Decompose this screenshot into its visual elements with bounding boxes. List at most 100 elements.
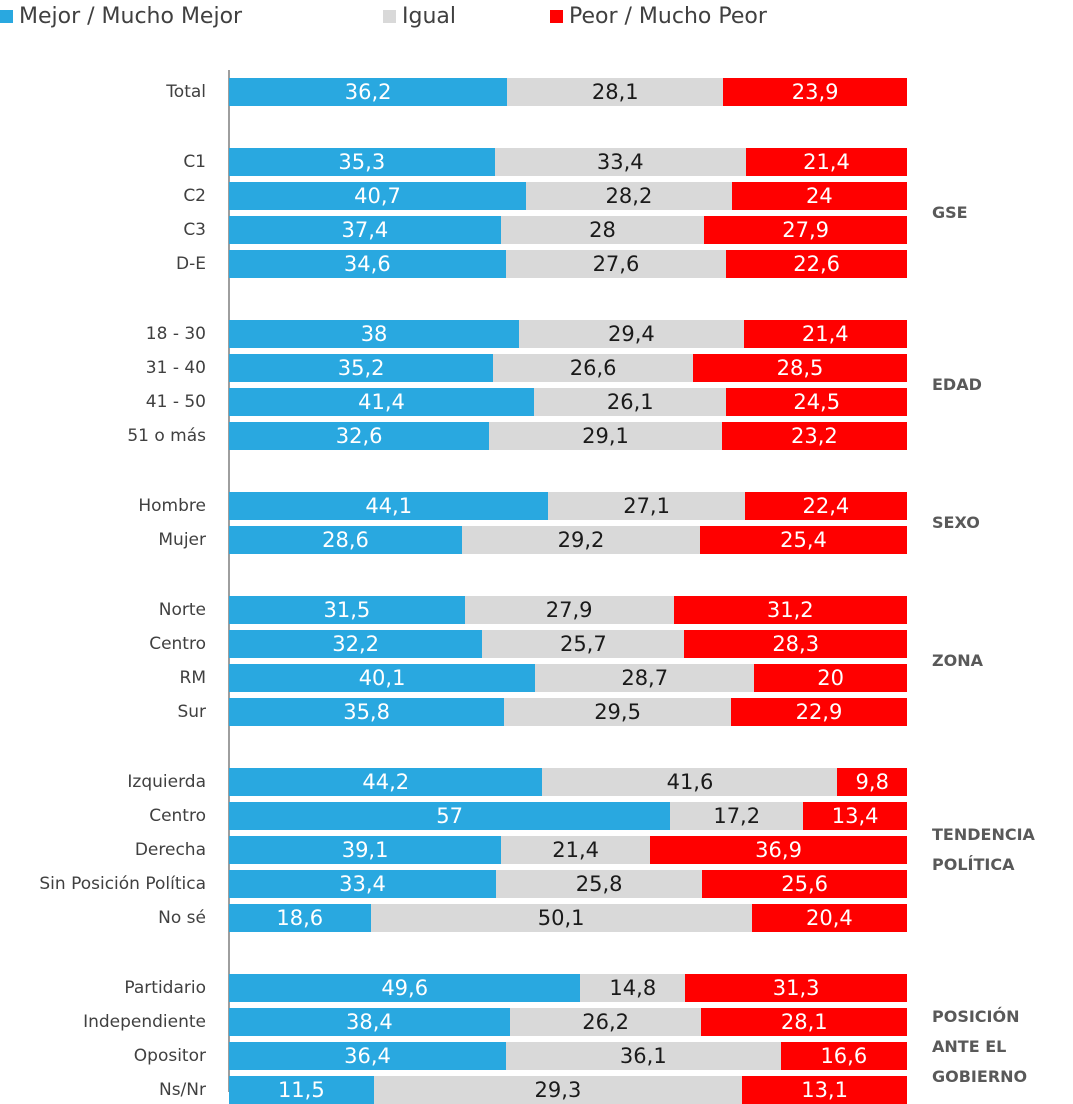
data-label: 40,7 [354,184,401,208]
bar-segment-mejor [229,1042,506,1070]
data-label: 27,9 [782,218,829,242]
data-label: 17,2 [713,804,761,828]
data-label: 28,6 [322,528,369,552]
bar-segment-mejor [229,148,495,176]
data-label: 27,9 [545,598,593,622]
data-label: 28 [589,218,616,242]
bar-segment-igual [535,664,755,692]
data-label: 22,9 [795,700,843,724]
bar-segment-igual [482,630,685,658]
data-label: 34,6 [343,252,391,276]
bar-segment-peor [726,250,907,278]
bar-segment-mejor [229,836,502,864]
bar-segment-peor [743,320,907,348]
bar-segment-mejor [229,974,581,1002]
legend-label: Mejor / Mucho Mejor [19,4,243,29]
data-label: 36,4 [344,1044,391,1068]
bar-segment-peor [731,182,907,210]
bar-segment-mejor [229,802,671,830]
data-label: 37,4 [341,218,389,242]
data-label: 24 [806,184,833,208]
data-label: 27,1 [623,494,670,518]
bar-segment-peor [701,1008,907,1036]
group-label: EDAD [932,375,982,394]
data-label: 29,5 [594,700,641,724]
data-label: 11,5 [277,1078,325,1102]
bar-segment-peor [685,974,907,1002]
group-label: TENDENCIA POLÍTICA [932,825,1035,874]
bar-segment-igual [504,698,731,726]
data-label: 31,5 [323,598,371,622]
bar-segment-mejor [229,422,490,450]
data-label: 35,3 [338,150,386,174]
legend-swatch [550,10,563,23]
bar-segment-igual [670,802,804,830]
group-label: SEXO [932,513,980,532]
bar-segment-peor [704,216,907,244]
legend-label: Peor / Mucho Peor [569,4,767,29]
bar-segment-peor [684,630,907,658]
data-label: 38,4 [346,1010,393,1034]
bar-segment-peor [693,354,907,382]
data-label: 35,2 [337,356,385,380]
data-label: 9,8 [855,770,889,794]
bar-segment-igual [494,148,746,176]
category-label: Sur [177,702,206,722]
data-label: 40,1 [358,666,406,690]
legend-swatch [383,10,396,23]
category-label: D-E [176,254,206,274]
data-label: 29,2 [557,528,605,552]
bar-segment-mejor [229,870,497,898]
data-label: 28,1 [591,80,639,104]
data-label: 33,4 [596,150,644,174]
legend-swatch [0,10,13,23]
data-label: 29,4 [607,322,655,346]
data-label: 16,6 [820,1044,868,1068]
data-label: 22,6 [793,252,841,276]
bar-segment-peor [744,492,907,520]
bar-segment-peor [650,836,907,864]
data-label: 25,4 [780,528,827,552]
data-label: 26,2 [582,1010,630,1034]
category-label: Opositor [133,1046,206,1066]
data-label: 32,2 [332,632,380,656]
category-label: No sé [158,908,206,928]
data-label: 41,6 [666,770,714,794]
category-label: Partidario [124,978,206,998]
category-label: C1 [183,152,206,172]
bar-segment-igual [500,216,705,244]
data-label: 21,4 [801,322,849,346]
bar-segment-igual [493,354,693,382]
data-label: 28,7 [621,666,669,690]
data-label: 57 [436,804,463,828]
bar-segment-igual [542,768,838,796]
data-label: 27,6 [592,252,640,276]
data-label: 20 [817,666,844,690]
bar-segment-igual [534,388,727,416]
data-label: 41,4 [358,390,405,414]
bar-segment-igual [505,1042,781,1070]
bar-segment-igual [501,836,651,864]
bar-segment-peor [702,870,907,898]
bar-segment-igual [370,904,752,932]
data-label: 21,4 [552,838,600,862]
bar-segment-mejor [229,664,536,692]
category-label: Ns/Nr [158,1080,206,1100]
category-label: Izquierda [127,772,206,792]
legend-item: Igual [383,4,456,29]
bar-segment-peor [721,422,907,450]
category-label: Independiente [83,1012,206,1032]
bar-segment-mejor [229,250,506,278]
bar-segment-igual [496,870,703,898]
category-axis-line [228,70,230,1092]
category-label: Mujer [158,530,206,550]
data-label: 31,2 [766,598,814,622]
bar-segment-peor [673,596,907,624]
bar-segment-igual [519,320,744,348]
data-label: 22,4 [802,494,850,518]
data-label: 23,2 [790,424,838,448]
bar-segment-igual [489,422,722,450]
data-label: 36,2 [344,80,392,104]
data-label: 29,1 [582,424,629,448]
data-label: 13,1 [801,1078,848,1102]
